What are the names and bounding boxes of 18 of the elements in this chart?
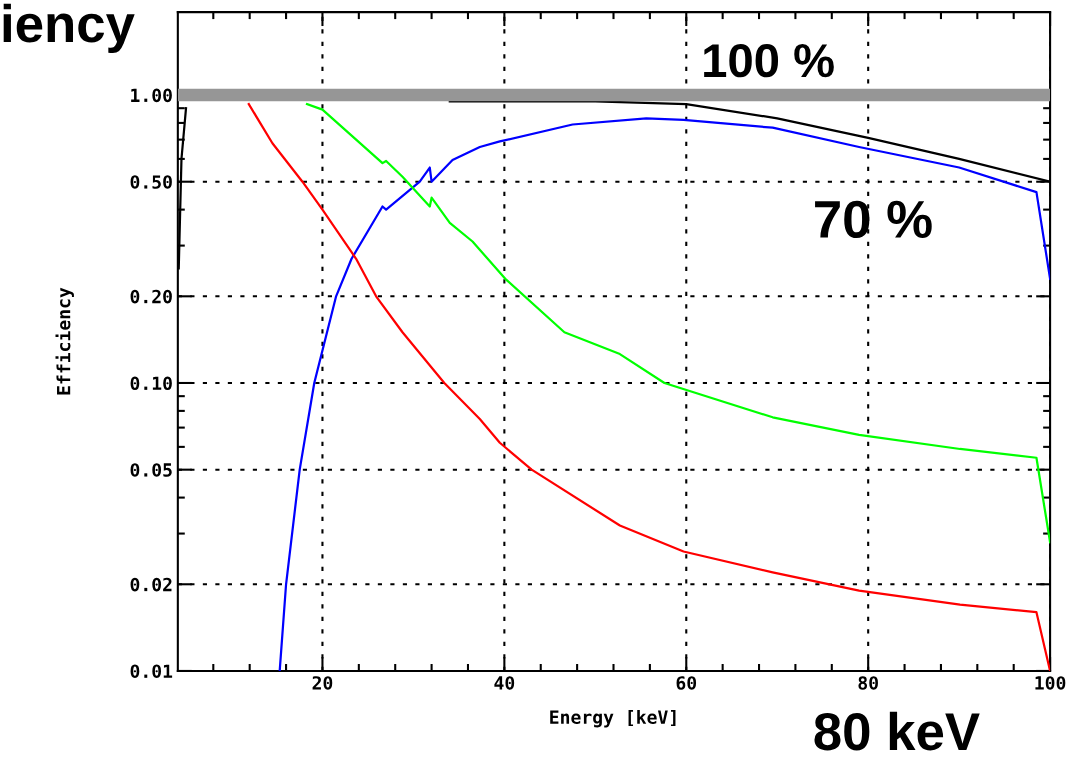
y-axis-title: Efficiency (55, 287, 74, 395)
y-tick-label: 0.50 (130, 175, 172, 189)
y-tick-label: 0.01 (130, 664, 173, 679)
x-tick-label: 100 (1035, 676, 1066, 690)
text: iency (3, 3, 135, 53)
ref-line-label: 100 % (704, 43, 834, 78)
y-tick-label: 0.20 (130, 289, 172, 304)
x-tick-label: 60 (676, 676, 697, 690)
x-tick-label: 40 (494, 676, 515, 690)
y-tick-label: 0.05 (130, 463, 172, 477)
y-tick-label: 0.02 (130, 577, 172, 592)
text: 80 keV (814, 711, 980, 751)
x-axis-title: Energy [keV] (550, 709, 676, 728)
annotation: 70 % (815, 200, 932, 239)
x-tick-label: 80 (858, 676, 878, 690)
y-tick-label: 1.00 (131, 88, 172, 103)
x-tick-label: 20 (312, 676, 333, 690)
y-tick-label: 0.10 (130, 376, 172, 391)
